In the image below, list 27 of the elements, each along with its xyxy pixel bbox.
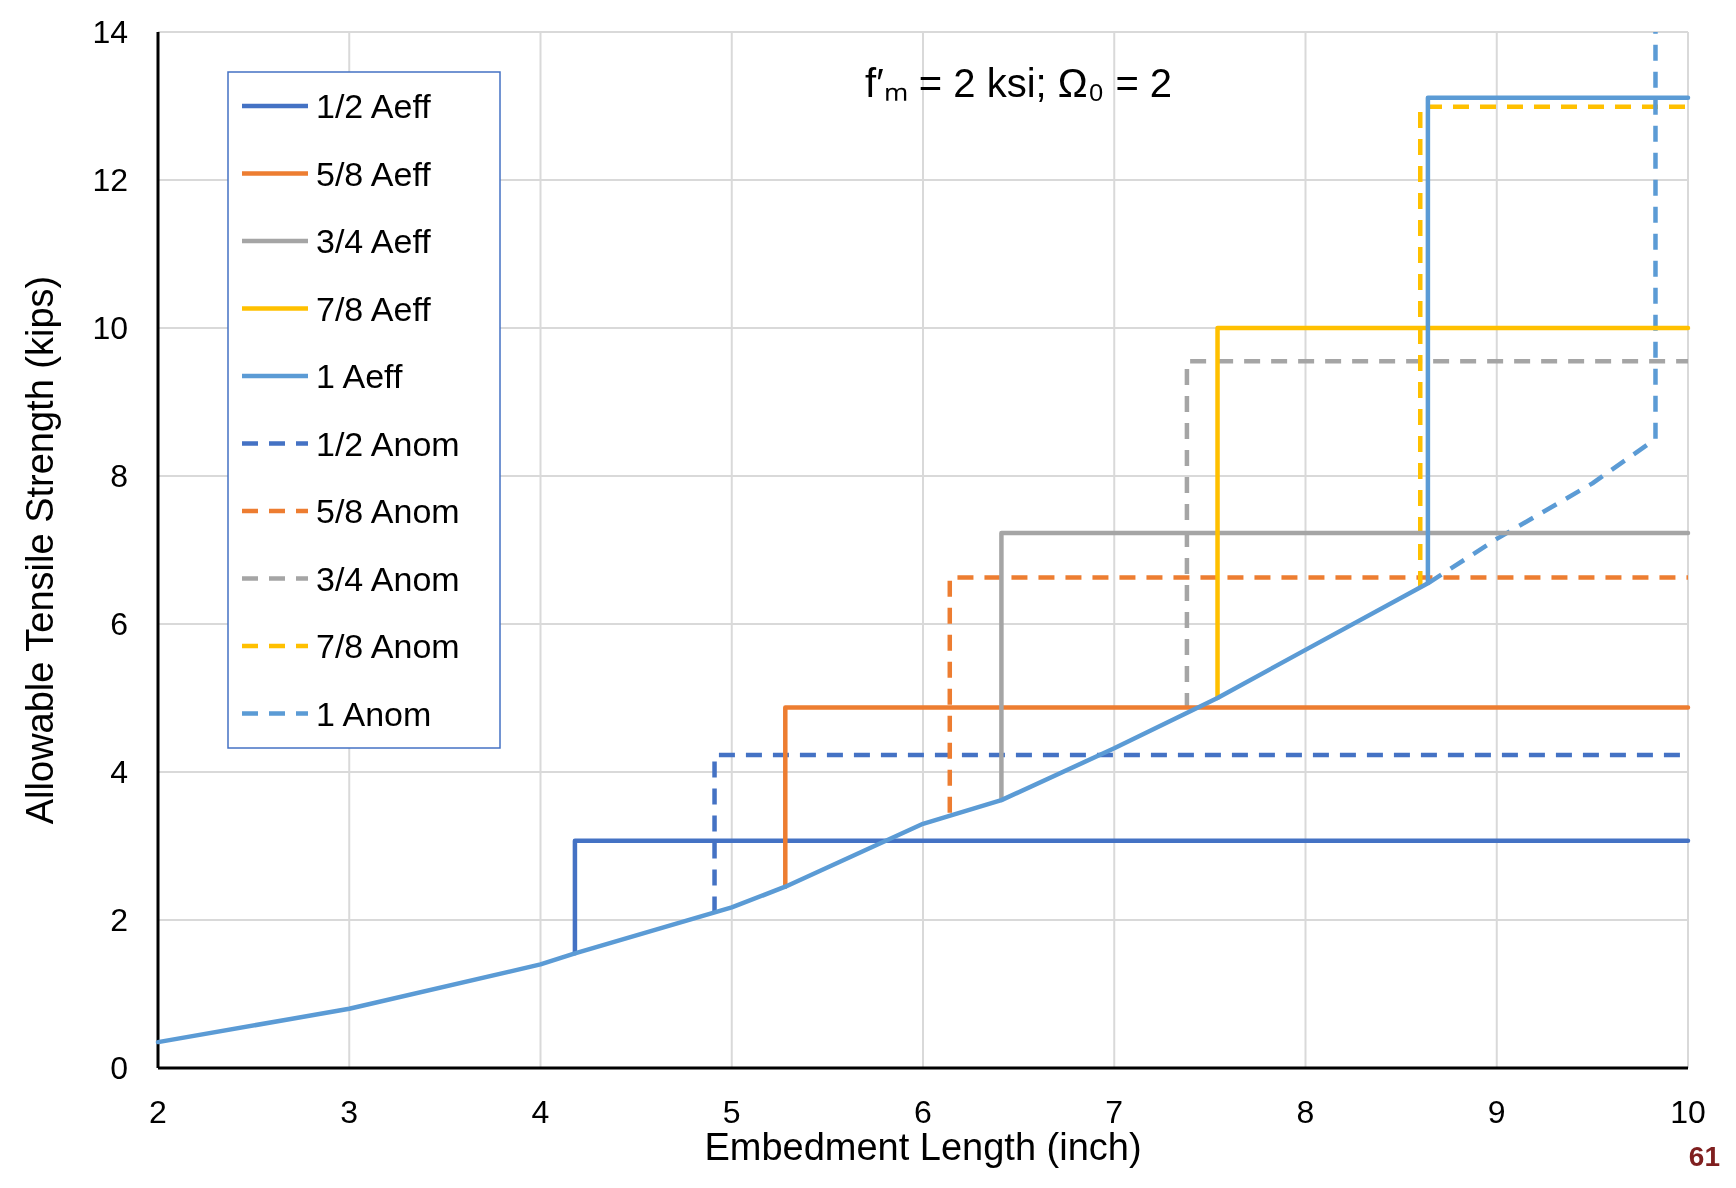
legend-label: 1 Aeff	[316, 357, 403, 395]
y-tick-label: 10	[92, 310, 128, 346]
legend-label: 1 Anom	[316, 694, 432, 733]
x-tick-label: 9	[1487, 1094, 1506, 1130]
x-tick-label: 8	[1296, 1094, 1315, 1130]
y-tick-label: 6	[110, 606, 128, 642]
y-tick-label: 4	[110, 754, 128, 790]
x-tick-label: 10	[1670, 1094, 1706, 1130]
y-tick-label: 14	[92, 14, 128, 50]
text: 61	[1688, 1141, 1720, 1172]
y-tick-label: 8	[110, 458, 128, 494]
annotation: f′ₘ = 2 ksi; Ω₀ = 2	[865, 61, 1173, 105]
legend-label: 5/8 Anom	[316, 492, 460, 530]
legend-label: 3/4 Aeff	[316, 222, 432, 260]
legend-label: 7/8 Anom	[316, 627, 460, 665]
legend-label: 3/4 Anom	[316, 559, 460, 598]
legend-label: 1/2 Anom	[316, 424, 460, 463]
legend-label: 7/8 Aeff	[316, 289, 432, 328]
y-axis-title: Allowable Tensile Strength (kips)	[19, 275, 61, 825]
y-tick-label: 0	[110, 1050, 128, 1086]
y-tick-label: 12	[92, 162, 128, 198]
x-tick-label: 2	[149, 1094, 167, 1130]
y-tick-label: 2	[110, 902, 128, 938]
legend-label: 5/8 Aeff	[316, 154, 432, 193]
legend-label: 1/2 Aeff	[316, 87, 432, 125]
x-tick-label: 4	[531, 1094, 550, 1130]
x-tick-label: 3	[340, 1094, 359, 1130]
